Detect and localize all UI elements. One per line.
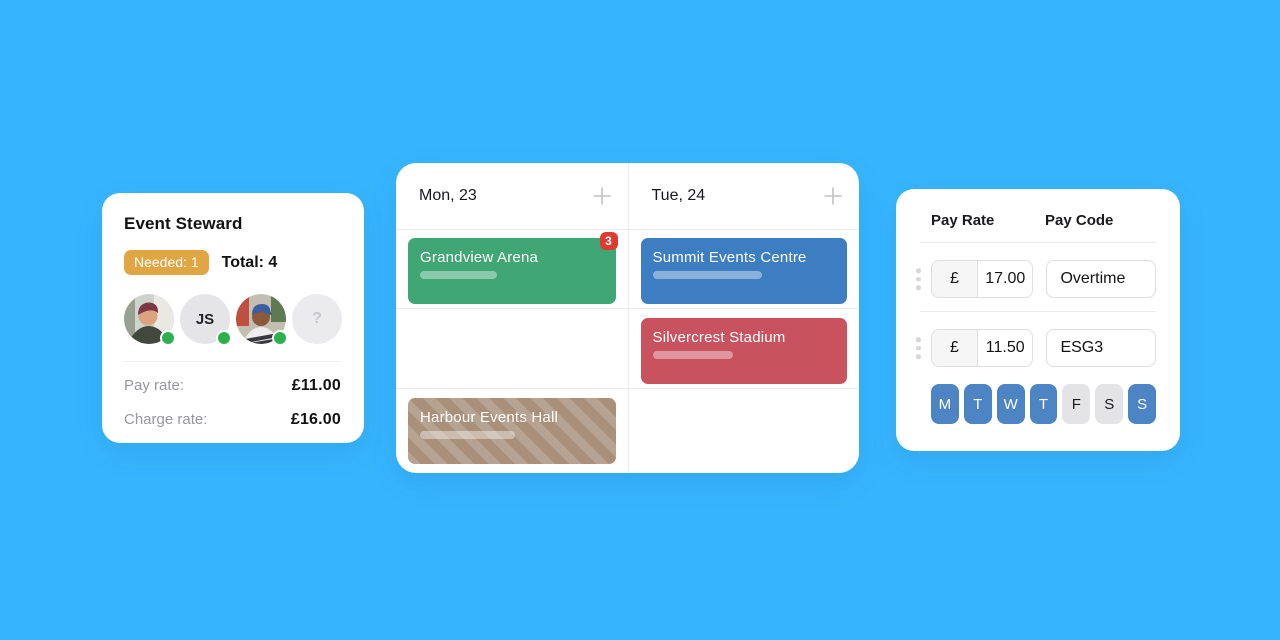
shift-fill-progress [652,271,762,279]
schedule-cell: Harbour Events Hall [396,388,628,473]
pay-code-input[interactable]: ESG3 [1046,329,1156,367]
role-title: Event Steward [124,214,243,233]
shift-title: Grandview Arena [420,249,539,266]
question-mark-icon: ? [312,310,322,327]
schedule-cell: Silvercrest Stadium [628,308,859,388]
divider [920,311,1156,312]
schedule-cell: Summit Events Centre [628,229,859,308]
unassigned-slot-avatar[interactable]: ? [292,294,342,344]
charge-rate-value: £16.00 [290,411,341,428]
add-shift-icon[interactable] [591,185,613,207]
day-toggle-friday[interactable]: F [1062,384,1091,424]
pay-rate-value: £11.00 [291,377,341,394]
charge-rate-row: Charge rate: £16.00 [124,411,341,429]
shift-fill-progress [652,351,733,359]
shift-block-silvercrest-stadium[interactable]: Silvercrest Stadium [640,318,847,384]
notification-count-badge: 3 [599,232,618,250]
pay-rate-row: Pay rate: £11.00 [124,377,341,395]
day-toggle-thursday[interactable]: T [1029,384,1058,424]
rate-amount-input[interactable]: 17.00 [985,270,1026,287]
online-status-dot [272,330,288,346]
member-avatar-initials[interactable]: JS [180,294,232,346]
shift-block-summit-events-centre[interactable]: Summit Events Centre [640,238,847,304]
day-toggle-tuesday[interactable]: T [963,384,992,424]
divider [920,242,1156,243]
schedule-card: Mon, 23 3 Grandview Arena Harbour Events… [396,163,859,473]
day-column-header: Mon, 23 [396,163,628,229]
member-avatar-photo[interactable] [124,294,176,346]
pay-code-input[interactable]: Overtime [1046,260,1156,298]
rate-input-group: £ 11.50 [931,329,1034,367]
online-status-dot [160,330,176,346]
shift-block-grandview-arena[interactable]: 3 Grandview Arena [408,232,618,304]
rate-amount-input[interactable]: 11.50 [985,339,1025,356]
schedule-cell-empty [628,388,859,473]
pay-rate-row-2: £ 11.50 ESG3 [916,329,1156,367]
currency-symbol: £ [932,261,978,297]
member-avatar-photo[interactable] [236,294,288,346]
schedule-cell: 3 Grandview Arena [396,229,628,308]
shift-title: Harbour Events Hall [420,409,559,426]
weekday-toggle-row: M T W T F S S [931,384,1157,424]
currency-symbol: £ [932,330,978,366]
charge-rate-label: Charge rate: [124,411,208,428]
add-shift-icon[interactable] [822,185,844,207]
day-toggle-sunday[interactable]: S [1128,384,1157,424]
pay-code-column-header: Pay Code [1045,212,1114,229]
day-column-header: Tue, 24 [629,163,860,229]
avatar-row: JS [124,294,342,346]
online-status-dot [216,330,232,346]
schedule-cell-empty [396,308,628,388]
shift-block-harbour-events-hall[interactable]: Harbour Events Hall [408,398,616,464]
day-toggle-wednesday[interactable]: W [996,384,1025,424]
divider [124,361,341,362]
day-label: Mon, 23 [419,187,477,204]
shift-fill-progress [420,271,498,279]
total-count: Total: 4 [221,253,278,271]
shift-fill-progress [420,431,516,439]
day-toggle-saturday[interactable]: S [1095,384,1124,424]
day-toggle-monday[interactable]: M [931,384,959,424]
avatar-initials-label: JS [195,310,215,328]
drag-handle-icon[interactable] [916,337,921,359]
rate-input-group: £ 17.00 [931,260,1034,298]
schedule-column-tuesday: Tue, 24 Summit Events Centre Silvercrest… [627,163,860,473]
schedule-column-monday: Mon, 23 3 Grandview Arena Harbour Events… [396,163,628,473]
drag-handle-icon[interactable] [916,268,921,290]
needed-badge: Needed: 1 [124,250,209,275]
day-label: Tue, 24 [651,187,706,204]
role-meta-row: Needed: 1 Total: 4 [124,250,341,275]
pay-rate-column-header: Pay Rate [931,212,995,229]
pay-card-headers: Pay Rate Pay Code [931,212,1156,229]
shift-title: Silvercrest Stadium [652,329,786,346]
pay-rate-row-1: £ 17.00 Overtime [916,260,1156,298]
pay-rate-label: Pay rate: [124,377,185,394]
role-card: Event Steward Needed: 1 Total: 4 [102,193,364,443]
pay-rate-card: Pay Rate Pay Code £ 17.00 Overtime £ 11.… [896,189,1180,451]
shift-title: Summit Events Centre [652,249,807,266]
